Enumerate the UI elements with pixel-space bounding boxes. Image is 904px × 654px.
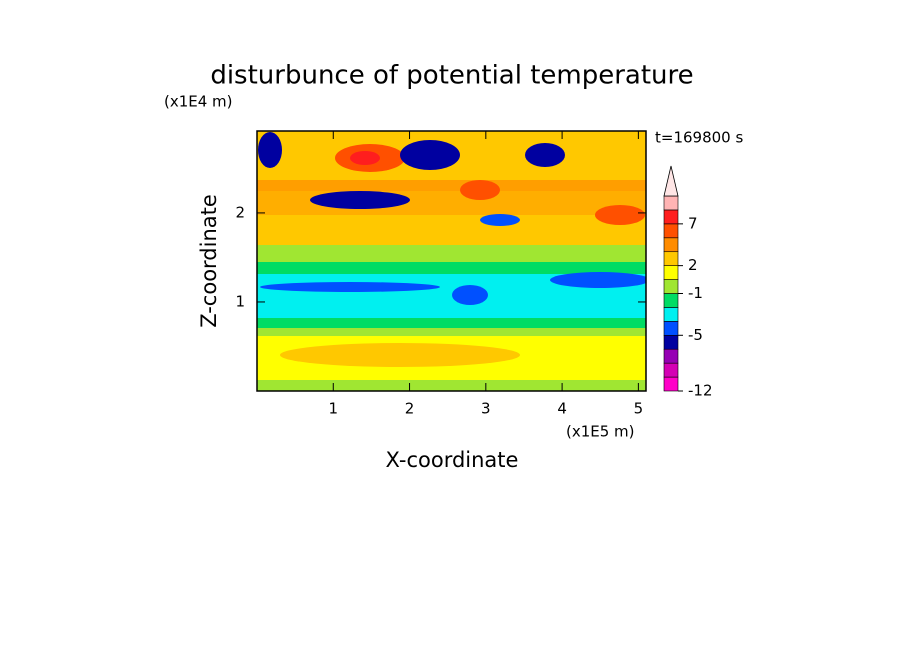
x-tick-label: 2	[405, 400, 415, 418]
colorbar-box	[663, 251, 679, 266]
colorbar-box	[663, 334, 679, 350]
colorbar-label: 2	[688, 256, 698, 274]
x-tick-label: 4	[557, 400, 567, 418]
x-tick-label: 1	[329, 400, 339, 418]
colorbar-box	[663, 209, 679, 225]
y-tick-label: 1	[235, 292, 245, 310]
x-tick-label: 3	[481, 400, 491, 418]
contour-field	[257, 131, 646, 391]
x-unit: (x1E5 m)	[566, 423, 635, 441]
colorbar-label: -5	[688, 326, 703, 344]
colorbar-label: 7	[688, 214, 698, 232]
colorbar-box	[663, 307, 679, 322]
colorbar-box	[663, 237, 679, 253]
colorbar-box	[663, 321, 679, 336]
colorbar-extend	[663, 165, 679, 197]
y-tick-label: 2	[235, 203, 245, 221]
colorbar-box	[663, 362, 679, 378]
x-tick-label: 5	[634, 400, 644, 418]
colorbar-box	[663, 265, 679, 280]
colorbar-box	[663, 279, 679, 294]
colorbar-box	[663, 195, 679, 211]
y-axis-label: Z-coordinate	[197, 194, 221, 328]
x-axis-label: X-coordinate	[386, 448, 519, 472]
time-label: t=169800 s	[655, 129, 743, 147]
plot-frame	[256, 130, 647, 392]
colorbar-box	[663, 348, 679, 364]
colorbar-box	[663, 376, 679, 392]
chart-title: disturbunce of potential temperature	[210, 61, 693, 91]
colorbar-box	[663, 223, 679, 239]
colorbar-box	[663, 293, 679, 308]
colorbar-label: -1	[688, 284, 703, 302]
colorbar-label: -12	[688, 382, 713, 400]
y-unit: (x1E4 m)	[164, 93, 233, 111]
